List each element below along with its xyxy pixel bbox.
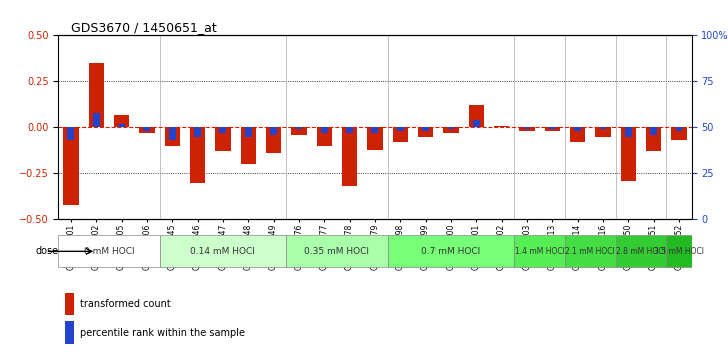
Bar [625, 127, 632, 137]
FancyBboxPatch shape [387, 235, 514, 267]
Bar [241, 127, 256, 164]
Bar [245, 127, 252, 137]
Text: transformed count: transformed count [80, 299, 171, 309]
Bar [143, 127, 150, 131]
Bar [570, 127, 585, 142]
Text: GDS3670 / 1450651_at: GDS3670 / 1450651_at [71, 21, 217, 34]
Bar [114, 115, 129, 127]
Bar [347, 127, 353, 133]
Bar [89, 63, 104, 127]
Text: 0 mM HOCl: 0 mM HOCl [84, 247, 134, 256]
Bar [646, 127, 661, 152]
Bar [215, 127, 231, 152]
Bar [523, 127, 530, 129]
Text: percentile rank within the sample: percentile rank within the sample [80, 328, 245, 338]
Bar [63, 127, 79, 205]
Bar [596, 127, 611, 137]
Bar [671, 127, 687, 140]
Bar [473, 120, 480, 127]
FancyBboxPatch shape [565, 235, 616, 267]
Bar [266, 127, 281, 153]
Bar [65, 321, 74, 344]
Bar [93, 113, 100, 127]
Bar [220, 127, 226, 133]
FancyBboxPatch shape [159, 235, 286, 267]
Text: 0.14 mM HOCl: 0.14 mM HOCl [191, 247, 256, 256]
Bar [469, 105, 484, 127]
Bar [549, 127, 555, 129]
Bar [600, 127, 606, 129]
Bar [194, 127, 201, 137]
Bar [190, 127, 205, 183]
FancyBboxPatch shape [616, 235, 666, 267]
FancyBboxPatch shape [666, 235, 692, 267]
Bar [371, 127, 379, 133]
FancyBboxPatch shape [58, 235, 159, 267]
Bar [621, 127, 636, 181]
Text: dose: dose [35, 246, 58, 256]
Bar [676, 127, 682, 131]
Text: 0.7 mM HOCl: 0.7 mM HOCl [422, 247, 480, 256]
Text: 3.5 mM HOCl: 3.5 mM HOCl [654, 247, 704, 256]
Bar [650, 127, 657, 135]
Bar [448, 127, 454, 129]
Bar [317, 127, 332, 146]
Text: 2.8 mM HOCl: 2.8 mM HOCl [616, 247, 666, 256]
Bar [545, 127, 560, 131]
Bar [397, 127, 403, 131]
Bar [118, 124, 125, 127]
Text: 1.4 mM HOCl: 1.4 mM HOCl [515, 247, 564, 256]
Bar [321, 127, 328, 133]
Bar [165, 127, 180, 146]
Bar [65, 293, 74, 315]
FancyBboxPatch shape [514, 235, 565, 267]
Bar [574, 127, 581, 131]
Bar [169, 127, 175, 140]
Bar [291, 127, 306, 135]
Bar [368, 127, 382, 149]
Bar [443, 127, 459, 133]
FancyBboxPatch shape [286, 235, 387, 267]
Bar [418, 127, 433, 137]
Bar [392, 127, 408, 142]
Bar [422, 127, 429, 131]
Text: 0.35 mM HOCl: 0.35 mM HOCl [304, 247, 369, 256]
Bar [296, 127, 302, 129]
Bar [494, 126, 509, 127]
Text: 2.1 mM HOCl: 2.1 mM HOCl [566, 247, 615, 256]
Bar [68, 127, 74, 140]
Bar [270, 127, 277, 135]
Bar [342, 127, 357, 186]
Bar [139, 127, 154, 133]
Bar [519, 127, 534, 131]
